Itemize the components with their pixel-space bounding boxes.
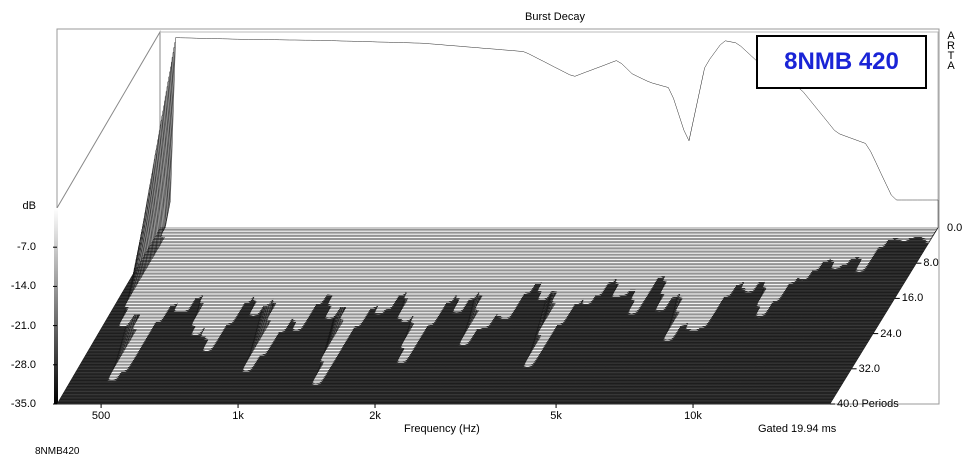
decay-slice	[105, 246, 881, 323]
x-tick-label: 10k	[684, 410, 702, 422]
decay-slice	[106, 239, 883, 320]
decay-slice	[102, 255, 878, 327]
decay-slice	[94, 284, 870, 340]
decay-slice	[87, 313, 862, 353]
decay-slice	[72, 366, 847, 378]
decay-slice	[75, 353, 850, 372]
decay-slice	[71, 369, 846, 380]
decay-slice	[75, 356, 849, 374]
chart-title: Burst Decay	[525, 11, 585, 23]
decay-slice	[79, 341, 854, 367]
decay-slice	[98, 271, 874, 334]
x-tick-label: 5k	[550, 410, 562, 422]
y-tick-label: -7.0	[17, 241, 36, 254]
x-tick-label: 2k	[369, 410, 381, 422]
decay-slice	[105, 243, 882, 321]
decay-slice	[88, 306, 864, 350]
decay-slice	[99, 268, 875, 333]
decay-slice	[91, 297, 866, 346]
decay-slice	[97, 274, 873, 336]
decay-slice	[100, 262, 876, 330]
decay-slice	[77, 348, 852, 370]
decay-slice	[83, 325, 858, 359]
decay-slice	[70, 373, 845, 381]
decay-slice	[73, 363, 848, 377]
decay-slice	[68, 382, 842, 386]
footer-label: 8NMB420	[35, 446, 80, 457]
decay-slice	[82, 329, 857, 361]
decay-slice	[80, 338, 855, 365]
decay-slice	[87, 309, 863, 352]
decay-slice	[99, 265, 875, 332]
decay-slice	[101, 259, 877, 328]
brand-box: 8NMB 420	[756, 35, 927, 89]
decay-slice	[85, 319, 860, 356]
decay-slice	[93, 290, 868, 343]
decay-slice	[78, 344, 853, 368]
gate-note: Gated 19.94 ms	[758, 423, 837, 435]
decay-slices	[57, 37, 939, 405]
decay-slice	[89, 303, 865, 349]
decay-slice	[84, 322, 859, 358]
y-axis-label: dB	[22, 200, 36, 212]
decay-slice	[76, 350, 851, 371]
decay-slice	[160, 37, 939, 229]
decay-slice	[92, 294, 867, 345]
decay-slice	[69, 379, 843, 384]
y-tick-label: -21.0	[10, 319, 36, 332]
decay-slice	[81, 335, 856, 364]
decay-slice	[81, 332, 857, 362]
colour-scale-bar	[54, 208, 58, 404]
y-tick-label: -28.0	[10, 358, 36, 371]
z-tick-label: 8.0	[923, 257, 939, 270]
axis-ticks	[53, 246, 922, 408]
z-tick-label: 32.0	[858, 362, 881, 375]
z-tick-label: 16.0	[901, 292, 924, 305]
decay-slice	[93, 287, 869, 342]
decay-slice	[103, 252, 879, 326]
back-wall	[160, 31, 939, 228]
decay-slice	[69, 376, 844, 383]
y-top-tick-label: 0.0	[947, 222, 963, 234]
z-tick-label: 40.0 Periods	[837, 398, 899, 410]
x-tick-label: 1k	[232, 410, 244, 422]
decay-slice	[86, 316, 861, 355]
decay-slice	[95, 281, 871, 339]
x-tick-label: 500	[91, 410, 111, 422]
x-axis-label: Frequency (Hz)	[404, 423, 480, 435]
y-tick-label: -35.0	[10, 398, 36, 410]
y-tick-label: -14.0	[10, 280, 36, 293]
decay-slice	[104, 249, 880, 324]
z-tick-label: 24.0	[880, 327, 902, 340]
decay-slice	[90, 300, 866, 348]
decay-slice	[96, 278, 872, 337]
decay-slice	[74, 360, 848, 375]
decay-slice	[107, 236, 884, 319]
